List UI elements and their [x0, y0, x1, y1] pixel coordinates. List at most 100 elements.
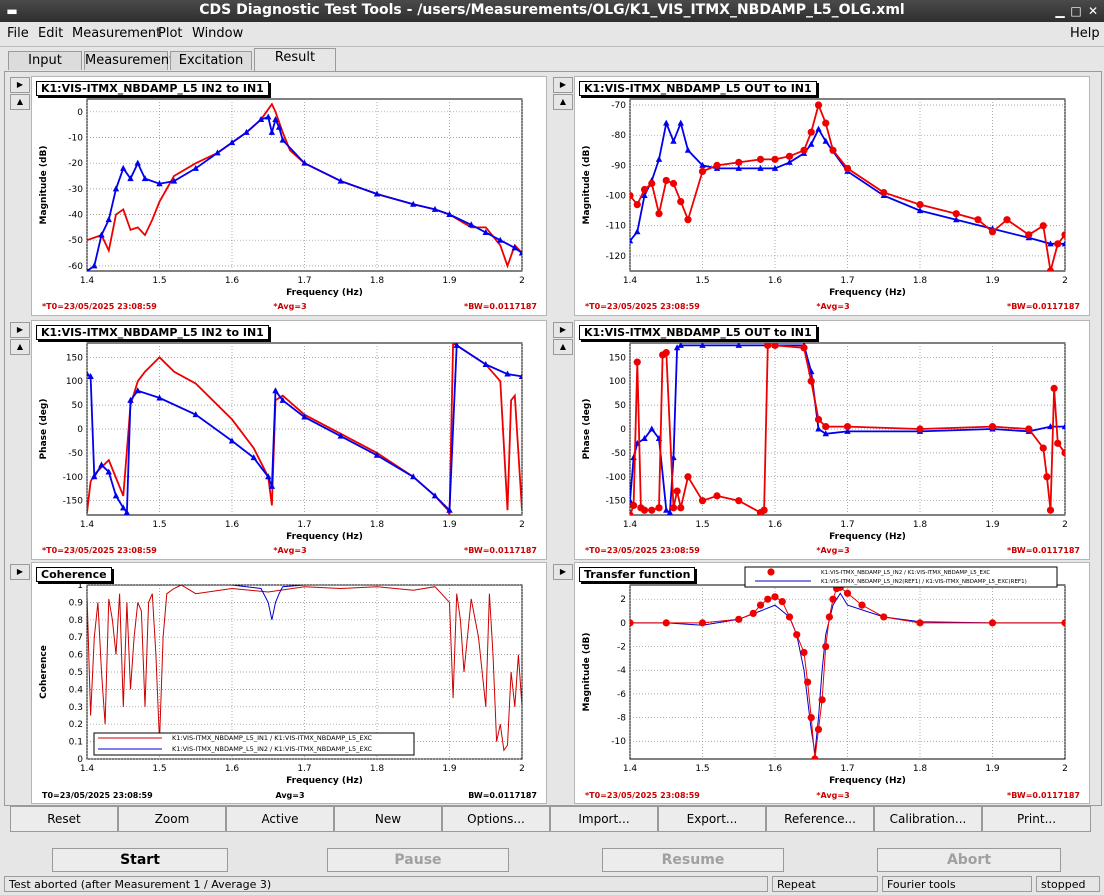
menu-window[interactable]: Window [192, 26, 244, 41]
info-t0: *T0=23/05/2025 23:08:59 [585, 546, 700, 555]
series-line-1 [87, 585, 522, 620]
y-tick-label: -100 [606, 473, 627, 483]
data-point [880, 613, 888, 621]
menu-file[interactable]: File [7, 26, 29, 41]
data-point [630, 191, 634, 200]
data-point [735, 343, 742, 348]
panel-6-expand-button[interactable]: ▶ [553, 564, 573, 580]
window-menu-icon[interactable]: ▬ [6, 4, 18, 18]
plot-panel-in2-magnitude[interactable]: 1.4 1.5 1.6 1.7 1.8 1.9 2 0 -10 -20 -30 -40 -50 -60 Fr… [31, 76, 547, 316]
plot-panel-in2-phase[interactable]: 1.4 1.5 1.6 1.7 1.8 1.9 2 150 100 50 0 -50 -100 -150 F… [31, 320, 547, 560]
x-tick-label: 1.7 [297, 276, 311, 286]
info-bw: *BW=0.0117187 [464, 546, 537, 555]
import-button[interactable]: Import... [550, 806, 658, 832]
resume-button[interactable]: Resume [602, 848, 784, 872]
data-point [192, 164, 199, 171]
plot-panel-transfer-function[interactable]: 1.4 1.5 1.6 1.7 1.8 1.9 2 2 0 -2 -4 -6 -8 -10 Frequenc… [574, 562, 1090, 804]
data-point [127, 175, 134, 182]
phase-plot-in2[interactable]: 1.4 1.5 1.6 1.7 1.8 1.9 2 150 100 50 0 -50 -100 -150 F… [32, 321, 546, 559]
reference-button[interactable]: Reference... [766, 806, 874, 832]
menu-plot[interactable]: Plot [158, 26, 183, 41]
pause-button[interactable]: Pause [327, 848, 509, 872]
panel-3-expand-button[interactable]: ▶ [10, 322, 30, 338]
magnitude-plot-in2[interactable]: 1.4 1.5 1.6 1.7 1.8 1.9 2 0 -10 -20 -30 -40 -50 -60 Fr… [32, 77, 546, 315]
x-tick-label: 1.7 [297, 520, 311, 530]
menu-help[interactable]: Help [1070, 26, 1100, 41]
maximize-icon[interactable]: □ [1070, 4, 1082, 18]
y-tick-label: 2 [620, 595, 626, 605]
data-point [265, 473, 272, 480]
y-axis-label: Phase (deg) [582, 399, 592, 460]
start-button[interactable]: Start [52, 848, 228, 872]
data-point [120, 164, 127, 171]
tab-result[interactable]: Result [254, 48, 336, 71]
panel-5-expand-button[interactable]: ▶ [10, 564, 30, 580]
y-tick-label: -6 [617, 690, 626, 700]
panel-4-expand-button[interactable]: ▶ [553, 322, 573, 338]
x-axis-label: Frequency (Hz) [286, 288, 363, 298]
tab-measurement[interactable]: Measurement [84, 51, 175, 70]
phase-plot-out[interactable]: 1.4 1.5 1.6 1.7 1.8 1.9 2 150 100 50 0 -50 -100 -150 F… [575, 321, 1089, 559]
data-point [988, 619, 997, 627]
info-bw: *BW=0.0117187 [1007, 791, 1080, 800]
panel-2-collapse-button[interactable]: ▲ [553, 94, 573, 110]
active-button[interactable]: Active [226, 806, 334, 832]
x-tick-label: 1.5 [152, 276, 166, 286]
minimize-icon[interactable]: ▁ [1055, 4, 1065, 18]
panel-1-collapse-button[interactable]: ▲ [10, 94, 30, 110]
y-tick-label: 150 [66, 353, 83, 363]
tab-input[interactable]: Input [8, 51, 82, 70]
options-button[interactable]: Options... [442, 806, 550, 832]
info-t0: *T0=23/05/2025 23:08:59 [585, 302, 700, 311]
abort-button[interactable]: Abort [877, 848, 1061, 872]
data-point [640, 185, 649, 194]
reset-button[interactable]: Reset [10, 806, 118, 832]
panel-4-collapse-button[interactable]: ▲ [553, 339, 573, 355]
coherence-plot[interactable]: 1.4 1.5 1.6 1.7 1.8 1.9 2 0 0.1 0.2 0.3 0.4 0.5 0.6 0.… [32, 563, 546, 803]
data-point [453, 343, 460, 348]
data-point [677, 343, 684, 348]
panel-3-collapse-button[interactable]: ▲ [10, 339, 30, 355]
data-point [87, 267, 89, 271]
magnitude-plot-out[interactable]: 1.4 1.5 1.6 1.7 1.8 1.9 2 -70 -80 -90 -100 -110 -120… [575, 77, 1089, 315]
data-point [228, 437, 236, 444]
panel-2-expand-button[interactable]: ▶ [553, 77, 573, 93]
plot-panel-coherence[interactable]: 1.4 1.5 1.6 1.7 1.8 1.9 2 0 0.1 0.2 0.3 0.4 0.5 0.6 0.… [31, 562, 547, 804]
menu-measurement[interactable]: Measurement [72, 26, 162, 41]
data-point [243, 128, 250, 135]
data-point [677, 197, 685, 206]
plot-panel-out-phase[interactable]: 1.4 1.5 1.6 1.7 1.8 1.9 2 150 100 50 0 -50 -100 -150 F… [574, 320, 1090, 560]
x-tick-label: 1.8 [370, 520, 385, 530]
x-tick-label: 2 [1062, 764, 1068, 774]
data-point [511, 244, 518, 251]
x-tick-label: 1.9 [442, 276, 457, 286]
transfer-function-plot[interactable]: 1.4 1.5 1.6 1.7 1.8 1.9 2 2 0 -2 -4 -6 -8 -10 Frequenc… [575, 563, 1089, 803]
export-button[interactable]: Export... [658, 806, 766, 832]
zoom-button[interactable]: Zoom [118, 806, 226, 832]
data-point [482, 361, 489, 367]
close-icon[interactable]: ✕ [1087, 4, 1099, 18]
data-point [1061, 449, 1065, 457]
x-tick-label: 1.9 [985, 276, 1000, 286]
new-button[interactable]: New [334, 806, 442, 832]
info-avg: *Avg=3 [816, 791, 849, 800]
data-point [141, 175, 149, 182]
data-point [698, 497, 707, 505]
data-point [800, 648, 808, 657]
data-point [793, 631, 801, 639]
plot-panel-out-magnitude[interactable]: 1.4 1.5 1.6 1.7 1.8 1.9 2 -70 -80 -90 -100 -110 -120… [574, 76, 1090, 316]
data-point [735, 615, 743, 623]
calibration-button[interactable]: Calibration... [874, 806, 982, 832]
data-point [630, 619, 634, 627]
x-tick-label: 1.8 [913, 276, 928, 286]
y-tick-label: -10 [68, 134, 83, 144]
tab-excitation[interactable]: Excitation [170, 51, 252, 70]
menu-edit[interactable]: Edit [38, 26, 64, 41]
data-point [156, 394, 163, 401]
data-point [749, 609, 757, 618]
data-point [337, 177, 344, 184]
data-point [192, 411, 199, 418]
data-point [214, 149, 221, 156]
panel-1-expand-button[interactable]: ▶ [10, 77, 30, 93]
print-button[interactable]: Print... [982, 806, 1091, 832]
